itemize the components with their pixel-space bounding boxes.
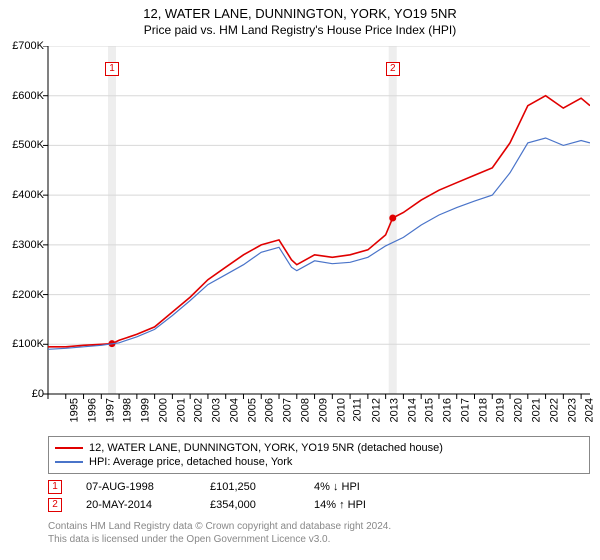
x-tick-label: 2000: [157, 398, 169, 422]
title-block: 12, WATER LANE, DUNNINGTON, YORK, YO19 5…: [0, 0, 600, 37]
chart-container: 12, WATER LANE, DUNNINGTON, YORK, YO19 5…: [0, 0, 600, 560]
transaction-price: £354,000: [210, 499, 290, 511]
legend-swatch: [55, 461, 83, 463]
legend-swatch: [55, 447, 83, 449]
x-tick-label: 2005: [246, 398, 258, 422]
chart-subtitle: Price paid vs. HM Land Registry's House …: [0, 23, 600, 37]
x-tick-label: 2002: [193, 398, 205, 422]
x-tick-label: 1998: [122, 398, 134, 422]
x-tick-label: 2012: [371, 398, 383, 422]
footnote-line: This data is licensed under the Open Gov…: [48, 533, 590, 546]
legend-row: 12, WATER LANE, DUNNINGTON, YORK, YO19 5…: [55, 441, 583, 455]
x-tick-label: 2011: [352, 398, 364, 422]
x-tick-label: 2018: [477, 398, 489, 422]
table-row: 2 20-MAY-2014 £354,000 14% ↑ HPI: [48, 496, 590, 514]
transaction-marker: 1: [48, 480, 62, 494]
y-tick-label: £0: [2, 388, 44, 400]
x-tick-label: 2016: [442, 398, 454, 422]
x-tick-label: 1995: [68, 398, 80, 422]
y-tick-label: £600K: [2, 90, 44, 102]
x-tick-label: 2010: [335, 398, 347, 422]
x-tick-label: 1997: [104, 398, 116, 422]
x-tick-label: 2019: [495, 398, 507, 422]
legend-row: HPI: Average price, detached house, York: [55, 455, 583, 469]
line-chart-svg: [42, 46, 590, 400]
chart-area: [48, 46, 590, 394]
x-tick-label: 1999: [140, 398, 152, 422]
x-tick-label: 1996: [86, 398, 98, 422]
y-tick-label: £400K: [2, 189, 44, 201]
table-row: 1 07-AUG-1998 £101,250 4% ↓ HPI: [48, 478, 590, 496]
y-tick-label: £100K: [2, 338, 44, 350]
x-tick-label: 2021: [531, 398, 543, 422]
legend: 12, WATER LANE, DUNNINGTON, YORK, YO19 5…: [48, 436, 590, 474]
chart-marker-flag: 2: [386, 62, 400, 76]
x-tick-label: 2022: [548, 398, 560, 422]
x-tick-label: 2009: [317, 398, 329, 422]
x-tick-label: 2020: [513, 398, 525, 422]
y-tick-label: £500K: [2, 139, 44, 151]
transaction-delta: 4% ↓ HPI: [314, 481, 394, 493]
x-tick-label: 2015: [424, 398, 436, 422]
y-tick-label: £200K: [2, 289, 44, 301]
legend-label: HPI: Average price, detached house, York: [89, 456, 292, 468]
x-tick-label: 2017: [459, 398, 471, 422]
transaction-date: 07-AUG-1998: [86, 481, 186, 493]
x-tick-label: 2004: [228, 398, 240, 422]
footnote: Contains HM Land Registry data © Crown c…: [48, 520, 590, 546]
transaction-date: 20-MAY-2014: [86, 499, 186, 511]
transaction-marker: 2: [48, 498, 62, 512]
transactions-table: 1 07-AUG-1998 £101,250 4% ↓ HPI 2 20-MAY…: [48, 478, 590, 514]
transaction-price: £101,250: [210, 481, 290, 493]
x-tick-label: 2008: [300, 398, 312, 422]
x-tick-label: 2024: [584, 398, 596, 422]
x-tick-label: 2003: [211, 398, 223, 422]
y-tick-label: £700K: [2, 40, 44, 52]
chart-title: 12, WATER LANE, DUNNINGTON, YORK, YO19 5…: [0, 6, 600, 21]
footnote-line: Contains HM Land Registry data © Crown c…: [48, 520, 590, 533]
x-tick-label: 2023: [566, 398, 578, 422]
x-tick-label: 2006: [264, 398, 276, 422]
chart-marker-flag: 1: [105, 62, 119, 76]
x-tick-label: 2007: [282, 398, 294, 422]
x-tick-label: 2014: [406, 398, 418, 422]
x-tick-label: 2013: [388, 398, 400, 422]
x-tick-label: 2001: [175, 398, 187, 422]
y-tick-label: £300K: [2, 239, 44, 251]
legend-label: 12, WATER LANE, DUNNINGTON, YORK, YO19 5…: [89, 442, 443, 454]
transaction-delta: 14% ↑ HPI: [314, 499, 394, 511]
